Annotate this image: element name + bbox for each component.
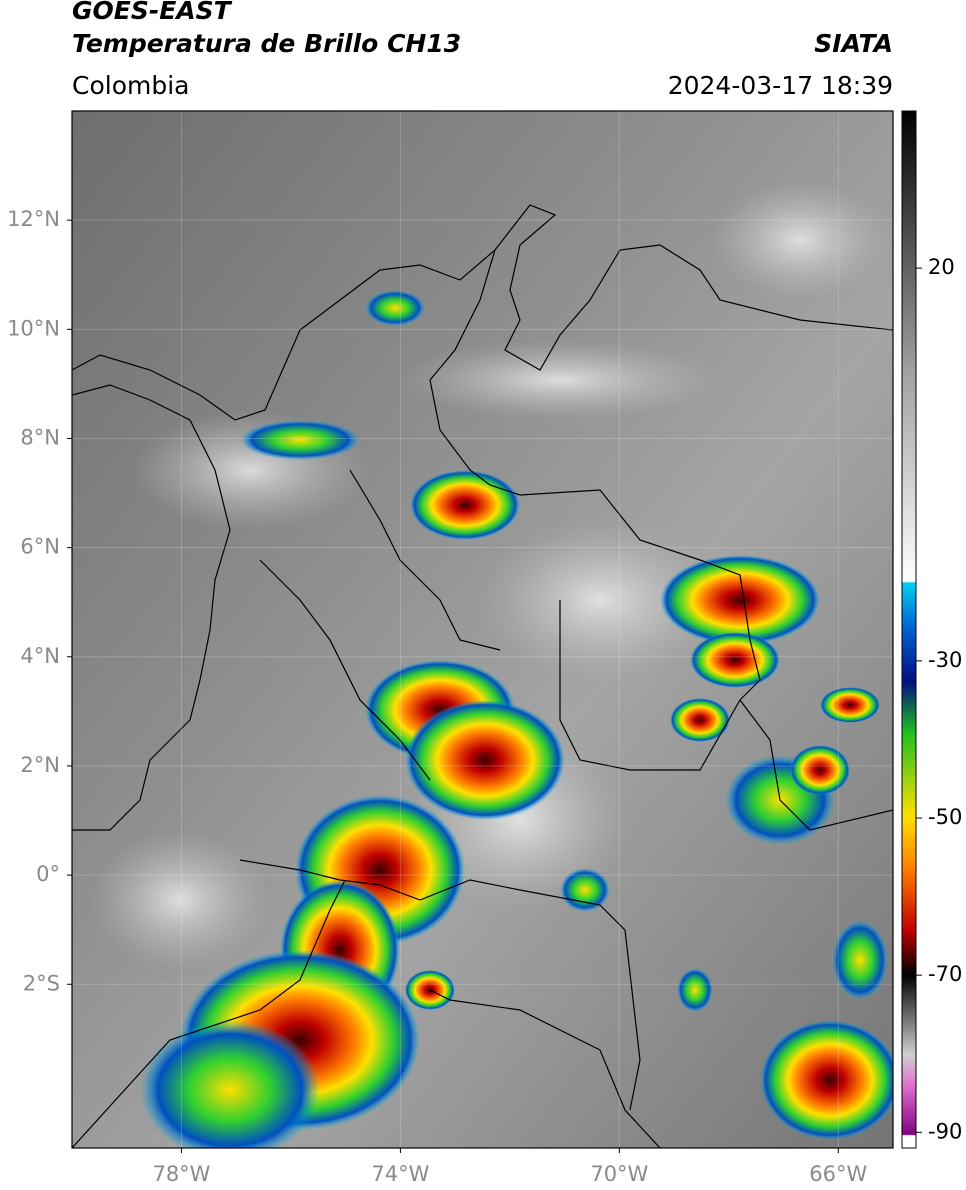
y-tick-label: 8°N xyxy=(20,425,60,449)
y-tick-label: 6°N xyxy=(20,535,60,559)
datetime: 2024-03-17 18:39 xyxy=(668,71,893,100)
region: Colombia xyxy=(72,71,189,100)
map-frame xyxy=(71,110,894,1149)
y-tick-label: 4°N xyxy=(20,644,60,668)
y-tick-label: 2°S xyxy=(23,971,60,995)
y-tick-label: 0° xyxy=(36,862,60,886)
x-tick-label: 66°W xyxy=(809,1162,867,1186)
x-tick-label: 70°W xyxy=(590,1162,648,1186)
x-tick-label: 74°W xyxy=(371,1162,429,1186)
subtitle: Temperatura de Brillo CH13 xyxy=(72,29,461,58)
y-tick-label: 10°N xyxy=(7,316,60,340)
grid xyxy=(72,111,893,1148)
colorbar-tick-label: 20 xyxy=(928,255,955,279)
title: GOES-EAST xyxy=(72,0,233,25)
y-tick-label: 2°N xyxy=(20,753,60,777)
colorbar-tick-label: -90 xyxy=(928,1119,962,1143)
map-image xyxy=(72,111,893,1148)
borders xyxy=(72,204,893,1148)
colorbar-tick-label: -50 xyxy=(928,805,962,829)
x-tick-label: 78°W xyxy=(152,1162,210,1186)
colorbar-tick-label: -30 xyxy=(928,648,962,672)
source: SIATA xyxy=(814,29,893,58)
colorbar xyxy=(901,110,917,1149)
storm-cells xyxy=(140,290,893,1148)
y-tick-label: 12°N xyxy=(7,207,60,231)
colorbar-tick-label: -70 xyxy=(928,962,962,986)
